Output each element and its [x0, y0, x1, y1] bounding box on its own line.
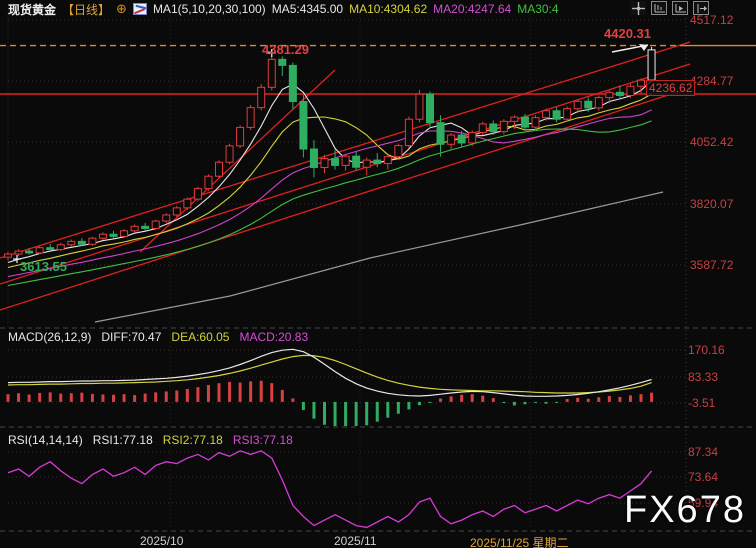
- date-tick-current: 2025/11/25 星期二: [470, 536, 569, 548]
- period-label[interactable]: 【日线】: [62, 2, 111, 17]
- rsi-params: RSI(14,14,14): [8, 433, 83, 447]
- price-axis-tick: 4517.12: [690, 13, 734, 27]
- exit-right-icon[interactable]: [693, 1, 709, 15]
- rsi-axis-tick: 73.64: [688, 470, 719, 484]
- chart-toolbar: [630, 1, 709, 15]
- ma5-value: MA5:4345.00: [271, 2, 344, 16]
- macd-axis-tick: 83.33: [688, 370, 719, 384]
- rsi1-value: RSI1:77.18: [92, 433, 153, 447]
- circle-plus-icon[interactable]: ⊕: [116, 1, 127, 16]
- macd-dea-value: DEA:60.05: [171, 330, 230, 344]
- macd-diff-value: DIFF:70.47: [101, 330, 162, 344]
- rsi3-value: RSI3:77.18: [232, 433, 293, 447]
- axis-scroll-icon[interactable]: [672, 1, 688, 15]
- title-bar: 现货黄金 【日线】 ⊕ MA1(5,10,20,30,100) MA5:4345…: [8, 1, 559, 17]
- date-tick: 2025/11: [334, 534, 377, 548]
- macd-axis-tick: 170.16: [688, 343, 725, 357]
- ma20-value: MA20:4247.64: [433, 2, 512, 16]
- macd-title: MACD(26,12,9) DIFF:70.47 DEA:60.05 MACD:…: [8, 330, 308, 344]
- date-tick: 2025/10: [140, 534, 184, 548]
- price-axis-tick: 3587.72: [690, 258, 734, 272]
- ma30-value: MA30:4: [517, 2, 559, 16]
- macd-macd-value: MACD:20.83: [239, 330, 309, 344]
- peak-high-label: 4381.29: [262, 42, 309, 57]
- rsi-axis-tick: 87.34: [688, 445, 719, 459]
- session-high-label: 4420.31: [604, 26, 651, 41]
- support-level-label: 4236.62: [646, 80, 696, 96]
- symbol-name: 现货黄金: [8, 2, 57, 17]
- range-low-label: 3613.55: [20, 259, 67, 274]
- macd-axis-tick: -3.51: [688, 396, 716, 410]
- fx678-watermark: FX678: [624, 489, 746, 531]
- price-axis-tick: 4284.77: [690, 74, 734, 88]
- price-axis-tick: 3820.07: [690, 197, 734, 211]
- ma10-value: MA10:4304.62: [349, 2, 428, 16]
- rsi-axis-tick: 59.94: [688, 496, 719, 510]
- rsi2-value: RSI2:77.18: [162, 433, 223, 447]
- axis-zoom-icon[interactable]: [651, 1, 667, 15]
- kline-chart-icon[interactable]: [132, 3, 147, 15]
- ma-group-label: MA1(5,10,20,30,100): [152, 2, 266, 16]
- price-axis-tick: 4052.42: [690, 135, 734, 149]
- pan-crosshair-icon[interactable]: [630, 1, 646, 15]
- macd-params: MACD(26,12,9): [8, 330, 92, 344]
- rsi-title: RSI(14,14,14) RSI1:77.18 RSI2:77.18 RSI3…: [8, 433, 293, 447]
